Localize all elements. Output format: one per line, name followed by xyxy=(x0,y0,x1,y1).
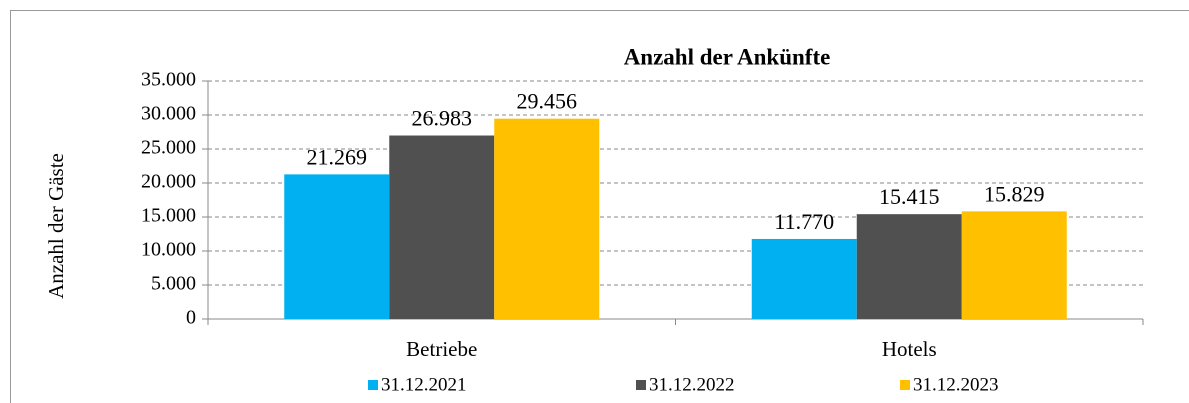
y-tick-label: 5.000 xyxy=(151,273,196,295)
y-tick-label: 35.000 xyxy=(141,69,196,91)
legend-label: 31.12.2021 xyxy=(381,374,467,395)
chart-title: Anzahl der Ankünfte xyxy=(624,44,831,69)
legend-label: 31.12.2022 xyxy=(649,374,735,395)
y-axis-label: Anzahl der Gäste xyxy=(44,153,68,299)
x-tick-label: Betriebe xyxy=(406,337,477,361)
bar xyxy=(284,174,390,319)
bar xyxy=(751,238,857,319)
bar xyxy=(389,135,495,319)
legend-swatch xyxy=(368,380,378,390)
chart-frame xyxy=(10,10,1189,403)
x-tick-label: Hotels xyxy=(882,337,937,361)
bar xyxy=(961,211,1067,319)
legend-swatch xyxy=(636,380,646,390)
data-label: 26.983 xyxy=(412,106,473,131)
data-label: 11.770 xyxy=(774,209,834,234)
data-label: 15.829 xyxy=(984,181,1045,206)
y-tick-label: 0 xyxy=(186,307,196,329)
bar xyxy=(856,214,962,319)
y-tick-label: 30.000 xyxy=(141,103,196,125)
bar xyxy=(494,118,600,319)
y-tick-label: 10.000 xyxy=(141,239,196,261)
legend-label: 31.12.2023 xyxy=(913,374,999,395)
y-tick-label: 15.000 xyxy=(141,205,196,227)
y-tick-label: 20.000 xyxy=(141,171,196,193)
data-label: 15.415 xyxy=(879,184,940,209)
legend-swatch xyxy=(900,380,910,390)
y-tick-label: 25.000 xyxy=(141,137,196,159)
data-label: 29.456 xyxy=(517,89,578,114)
data-label: 21.269 xyxy=(307,144,368,169)
